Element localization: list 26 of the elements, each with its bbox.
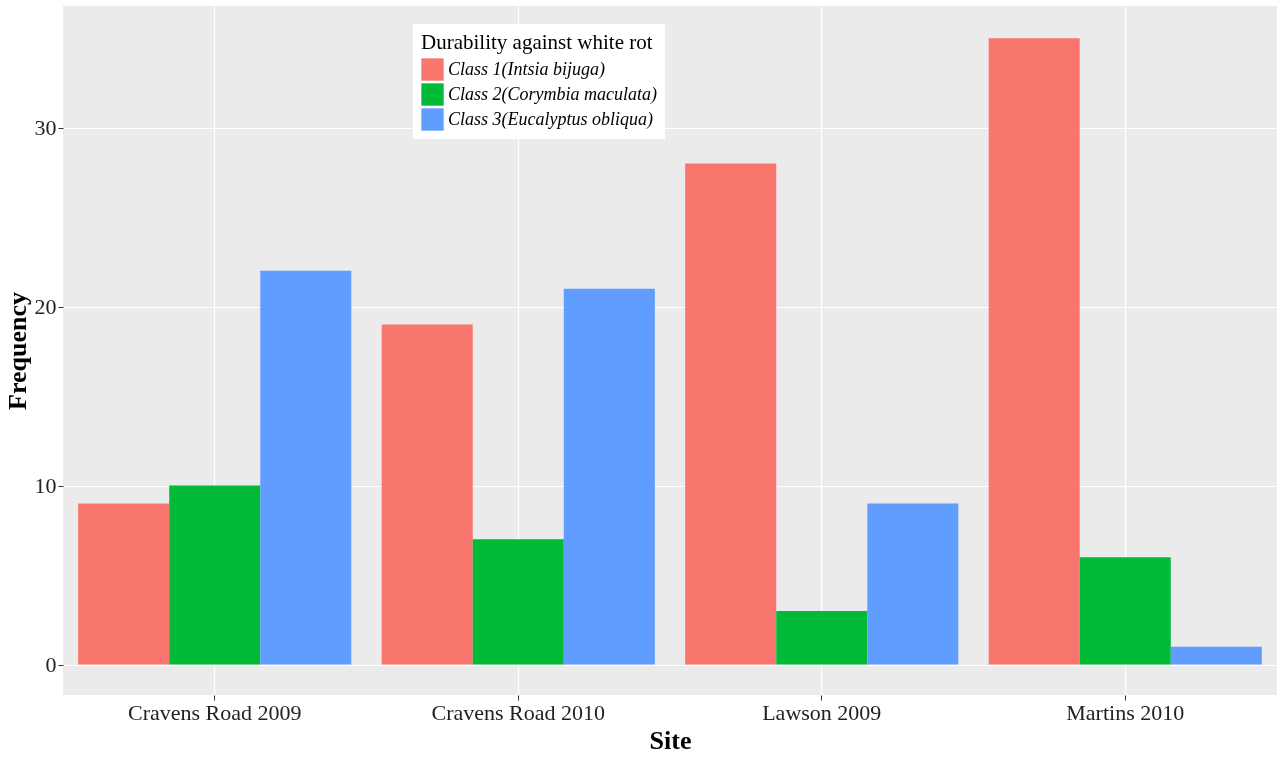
x-tick-label: Cravens Road 2010: [431, 699, 606, 725]
legend-label: Class 3(Eucalyptus obliqua): [448, 108, 653, 130]
bar: [563, 288, 655, 665]
y-tick-label: 10: [34, 473, 57, 499]
bar: [776, 610, 868, 665]
bar: [78, 503, 170, 665]
y-tick-label: 0: [45, 652, 57, 678]
bar: [169, 485, 261, 665]
bar: [1079, 557, 1171, 665]
bar: [260, 270, 352, 665]
legend-title: Durability against white rot: [421, 30, 653, 54]
bar: [685, 163, 777, 665]
x-tick-label: Cravens Road 2009: [127, 699, 302, 725]
bar: [381, 324, 473, 665]
bar: [1170, 646, 1262, 665]
legend-label: Class 1(Intsia bijuga): [448, 58, 606, 80]
bar: [867, 503, 959, 665]
bar: [472, 539, 564, 665]
y-axis-title: Frequency: [2, 292, 32, 410]
x-tick-label: Lawson 2009: [762, 699, 882, 725]
bar: [988, 38, 1080, 665]
legend-label: Class 2(Corymbia maculata): [448, 83, 657, 105]
x-tick-label: Martins 2010: [1066, 699, 1185, 725]
x-axis-title: Site: [649, 725, 692, 755]
y-tick-label: 30: [34, 115, 57, 141]
y-tick-label: 20: [34, 294, 57, 320]
